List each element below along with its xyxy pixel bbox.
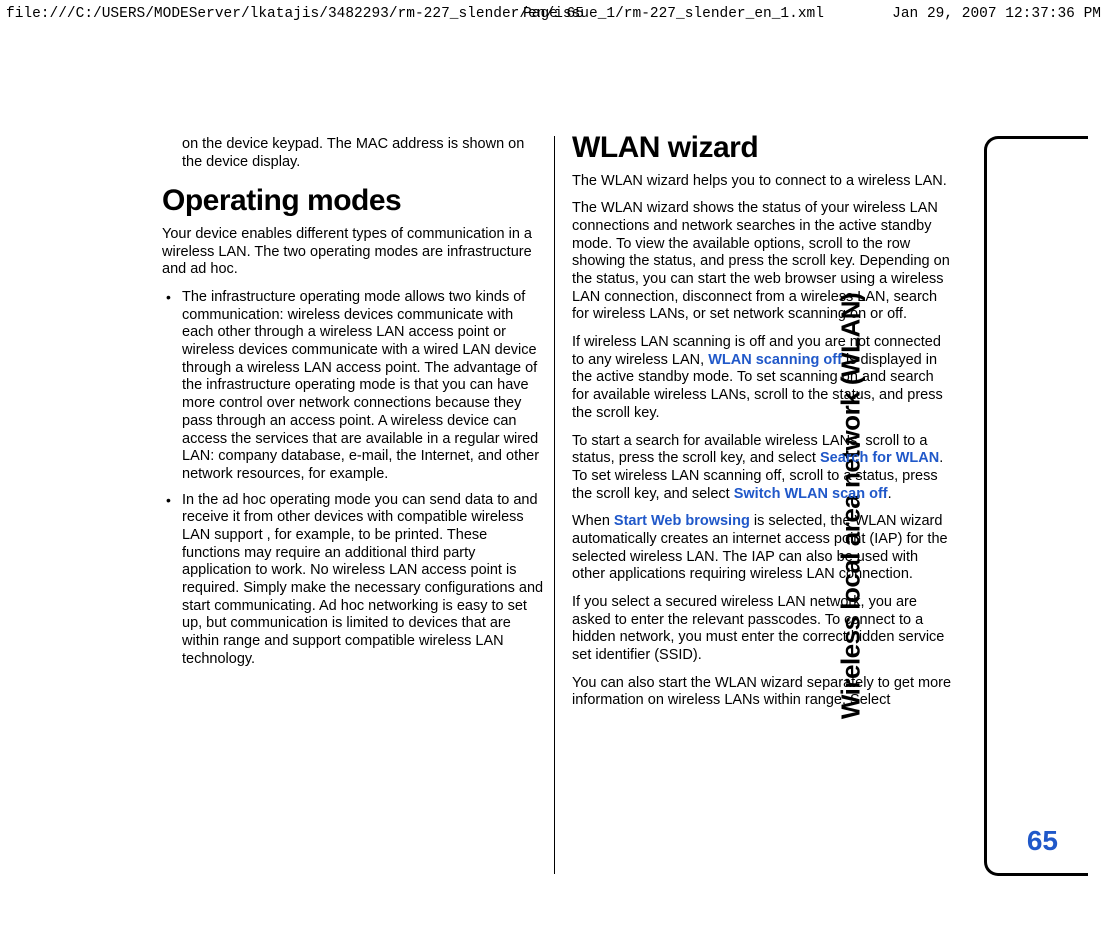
- timestamp: Jan 29, 2007 12:37:36 PM: [892, 6, 1101, 22]
- wlan-p5: When Start Web browsing is selected, the…: [572, 513, 954, 584]
- cmd-switch-wlan-scan-off: Switch WLAN scan off: [734, 486, 888, 502]
- wlan-p1: The WLAN wizard helps you to connect to …: [572, 173, 954, 191]
- cmd-wlan-scanning-off: WLAN scanning off: [708, 352, 842, 368]
- page-frame: Wireless local area network (WLAN) 65 on…: [144, 80, 1088, 920]
- list-item: The infrastructure operating mode allows…: [162, 289, 544, 484]
- operating-modes-list: The infrastructure operating mode allows…: [162, 289, 544, 668]
- file-header-bar: file:///C:/USERS/MODEServer/lkatajis/348…: [0, 0, 1107, 28]
- wlan-p6: If you select a secured wireless LAN net…: [572, 594, 954, 665]
- page-number: 65: [1027, 825, 1058, 857]
- text: When: [572, 513, 614, 529]
- text: .: [888, 486, 892, 502]
- right-column: WLAN wizard The WLAN wizard helps you to…: [554, 136, 964, 876]
- side-tab: Wireless local area network (WLAN) 65: [984, 136, 1088, 876]
- column-divider: [554, 136, 555, 874]
- page-indicator: Page 65: [523, 6, 584, 22]
- cmd-start-web-browsing: Start Web browsing: [614, 513, 750, 529]
- continued-paragraph: on the device keypad. The MAC address is…: [162, 136, 544, 171]
- wlan-p2: The WLAN wizard shows the status of your…: [572, 200, 954, 324]
- content-area: on the device keypad. The MAC address is…: [144, 136, 964, 876]
- wlan-p4: To start a search for available wireless…: [572, 433, 954, 504]
- cmd-search-for-wlan: Search for WLAN: [820, 450, 939, 466]
- wlan-p3: If wireless LAN scanning is off and you …: [572, 334, 954, 422]
- left-column: on the device keypad. The MAC address is…: [144, 136, 554, 876]
- operating-modes-lead: Your device enables different types of c…: [162, 226, 544, 279]
- heading-wlan-wizard: WLAN wizard: [572, 130, 954, 167]
- file-path: file:///C:/USERS/MODEServer/lkatajis/348…: [6, 6, 824, 22]
- list-item: In the ad hoc operating mode you can sen…: [162, 492, 544, 669]
- heading-operating-modes: Operating modes: [162, 183, 544, 220]
- wlan-p7: You can also start the WLAN wizard separ…: [572, 675, 954, 710]
